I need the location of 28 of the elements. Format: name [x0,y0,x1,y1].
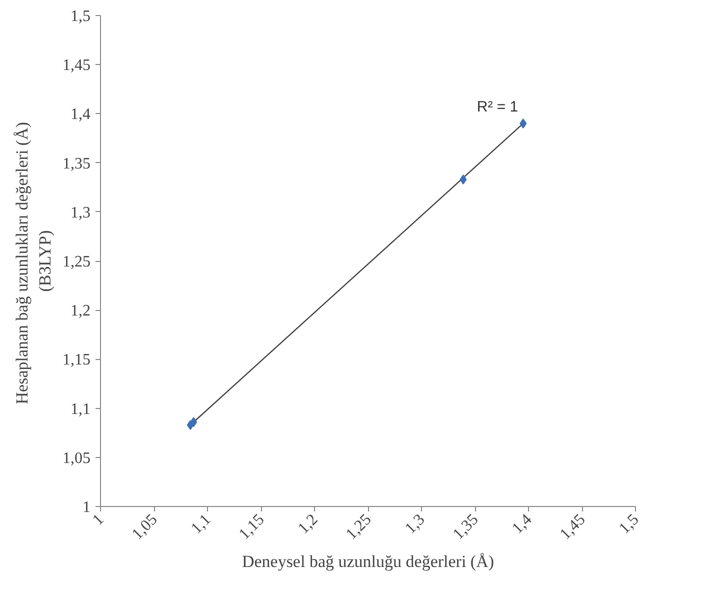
point [190,417,198,428]
point [460,174,467,184]
y-tick-label: 1,1 [70,400,90,418]
y-tick-label: 1,5 [70,8,90,25]
y-tick-label: 1,25 [62,254,90,270]
x-tick-label: 1,1 [188,511,214,538]
y-tick-label: 1,2 [70,302,90,320]
x-axis-title: Deneysel bağ uzunluğu değerleri (Å) [242,552,494,572]
y-tick-label: 1,15 [62,352,90,369]
y-axis-title: Hesaplanan bağ uzunlukları değerleri (Å) (B3LYP) [12,122,54,404]
y-tick-label: 1 [82,499,90,516]
point [520,118,527,129]
x-tick-label: 1 [90,511,108,529]
annotation: R² = 1 [476,98,518,116]
y-tick-label: 1,3 [70,204,90,222]
y-tick-label: 1,4 [70,106,90,124]
y-tick-label: 1,05 [62,450,90,467]
x-tick-label: 1,45 [556,511,589,544]
x-tick-label: 1,2 [295,511,322,538]
x-tick-label: 1,5 [616,511,642,538]
x-tick-label: 1,3 [402,511,428,538]
x-tick-label: 1,15 [236,511,268,544]
y-tick-label: 1,45 [62,57,90,74]
x-tick-label: 1,05 [128,511,161,544]
x-tick-label: 1,25 [342,511,375,544]
x-tick-label: 1,4 [509,511,536,538]
y-tick-label: 1,35 [62,155,90,172]
x-tick-label: 1,35 [450,511,482,544]
